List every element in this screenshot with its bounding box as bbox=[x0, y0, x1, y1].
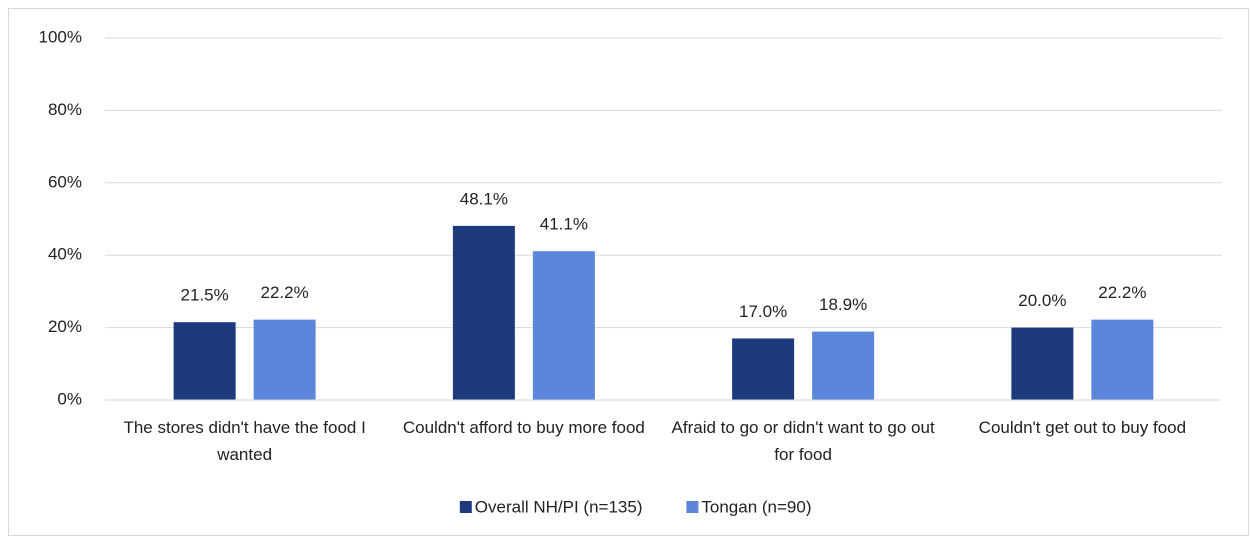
legend-label: Overall NH/PI (n=135) bbox=[475, 497, 643, 516]
data-label: 48.1% bbox=[460, 189, 508, 208]
y-tick-label: 0% bbox=[57, 389, 82, 408]
bar bbox=[1011, 327, 1074, 400]
data-label: 21.5% bbox=[181, 286, 229, 305]
x-tick-label: Couldn't get out to buy food bbox=[978, 418, 1187, 437]
data-label: 17.0% bbox=[739, 302, 787, 321]
y-tick-label: 60% bbox=[48, 172, 82, 191]
bar bbox=[253, 319, 316, 400]
y-tick-label: 20% bbox=[48, 317, 82, 336]
legend-label: Tongan (n=90) bbox=[701, 497, 811, 516]
chart-border bbox=[8, 8, 1249, 536]
data-label: 41.1% bbox=[540, 215, 588, 234]
bar bbox=[1091, 319, 1154, 400]
bar bbox=[173, 322, 236, 400]
legend-swatch bbox=[459, 501, 472, 513]
y-tick-label: 40% bbox=[48, 245, 82, 264]
y-tick-label: 100% bbox=[39, 27, 82, 46]
y-tick-label: 80% bbox=[48, 100, 82, 119]
bar bbox=[732, 338, 795, 400]
data-label: 22.2% bbox=[1098, 283, 1146, 302]
data-label: 20.0% bbox=[1018, 291, 1066, 310]
data-label: 22.2% bbox=[261, 283, 309, 302]
legend-swatch bbox=[686, 501, 699, 513]
data-label: 18.9% bbox=[819, 295, 867, 314]
bar bbox=[452, 225, 515, 400]
x-tick-label: Couldn't afford to buy more food bbox=[402, 418, 645, 437]
bar bbox=[532, 251, 595, 400]
x-tick-label: The stores didn't have the food I wanted bbox=[123, 418, 366, 464]
x-tick-label: Afraid to go or didn't want to go out fo… bbox=[671, 418, 935, 464]
bar bbox=[812, 331, 875, 400]
